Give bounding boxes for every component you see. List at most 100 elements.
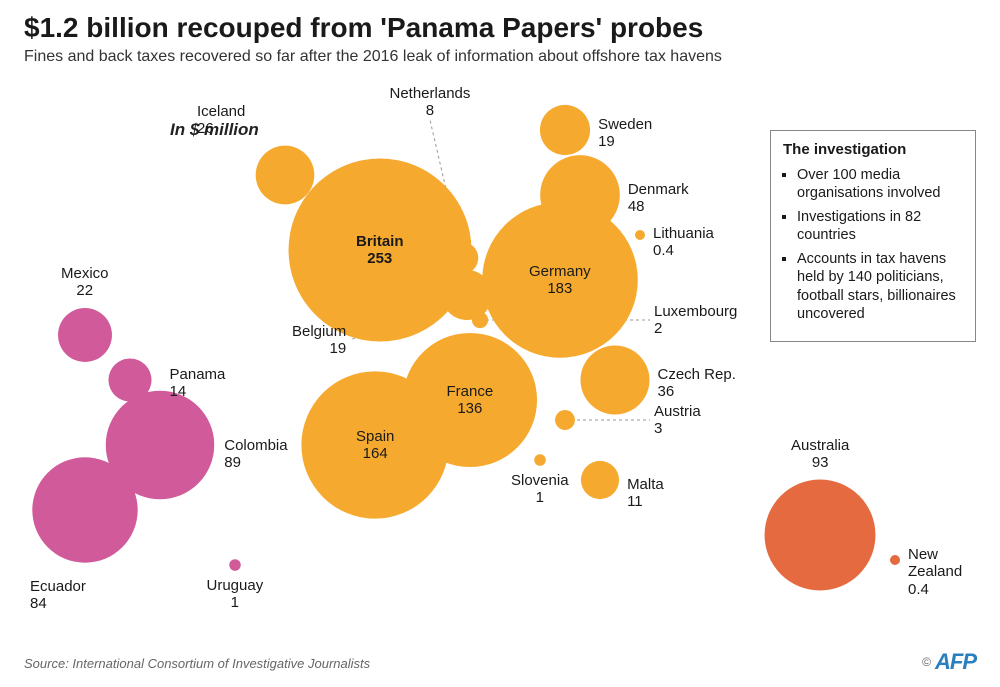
bubble-newzealand [890, 555, 900, 565]
bubble-panama [108, 358, 151, 401]
investigation-list: Over 100 media organisations involved Inv… [783, 166, 963, 323]
bubble-value: 183 [529, 280, 591, 297]
bubble-name: Australia [791, 437, 849, 454]
bubble-name: Colombia [224, 437, 287, 454]
bubble-label-panama: Panama14 [170, 366, 226, 401]
bubble-name: Austria [654, 403, 701, 420]
bubble-iceland [256, 146, 315, 205]
bubble-name: Malta [627, 476, 664, 493]
page-subtitle: Fines and back taxes recovered so far af… [24, 48, 722, 66]
leader-line [350, 295, 467, 340]
bubble-name: Spain [356, 428, 394, 445]
infographic-root: $1.2 billion recouped from 'Panama Paper… [0, 0, 1000, 687]
bubble-value: 8 [390, 102, 471, 119]
bubble-name: Ecuador [30, 578, 86, 595]
bubble-value: 14 [170, 383, 226, 400]
bubble-name: Netherlands [390, 85, 471, 102]
bubble-sweden [540, 105, 590, 155]
leader-line [430, 120, 462, 258]
bubble-value: 19 [598, 133, 652, 150]
bubble-ecuador [32, 457, 137, 562]
bubble-label-france: France136 [447, 383, 494, 418]
bubble-label-spain: Spain164 [356, 428, 394, 463]
bubble-label-ecuador: Ecuador84 [30, 578, 86, 613]
bubble-value: 22 [61, 282, 109, 299]
bubble-label-austria: Austria3 [654, 403, 701, 438]
bubble-value: 48 [628, 198, 689, 215]
bubble-label-germany: Germany183 [529, 263, 591, 298]
bubble-value: 253 [356, 250, 404, 267]
bubble-label-denmark: Denmark48 [628, 181, 689, 216]
bubble-netherlands [446, 242, 479, 275]
afp-badge: © AFP [922, 649, 976, 675]
bubble-value: 89 [224, 454, 287, 471]
bubble-name: Britain [356, 233, 404, 250]
bubble-value: 164 [356, 445, 394, 462]
bubble-label-colombia: Colombia89 [224, 437, 287, 472]
bubble-label-mexico: Mexico22 [61, 265, 109, 300]
bubble-name: NewZealand [908, 546, 962, 581]
bubble-label-iceland: Iceland26 [197, 103, 245, 138]
bubble-label-britain: Britain253 [356, 233, 404, 268]
bubble-label-belgium: Belgium19 [292, 323, 346, 358]
bubble-label-australia: Australia93 [791, 437, 849, 472]
bubble-name: Czech Rep. [658, 366, 736, 383]
bubble-name: Luxembourg [654, 303, 737, 320]
bubble-name: France [447, 383, 494, 400]
bubble-name: Belgium [292, 323, 346, 340]
bubble-label-sweden: Sweden19 [598, 116, 652, 151]
investigation-box: The investigation Over 100 media organis… [770, 130, 976, 342]
bubble-value: 1 [207, 594, 264, 611]
bubble-value: 2 [654, 320, 737, 337]
bubble-czech [581, 346, 650, 415]
bubble-name: Panama [170, 366, 226, 383]
bubble-value: 84 [30, 595, 86, 612]
investigation-box-title: The investigation [783, 141, 963, 160]
bubble-label-netherlands: Netherlands8 [390, 85, 471, 120]
bubble-value: 0.4 [908, 581, 962, 598]
bubble-name: Uruguay [207, 577, 264, 594]
bubble-austria [555, 410, 575, 430]
page-title: $1.2 billion recouped from 'Panama Paper… [24, 12, 703, 44]
bubble-name: Germany [529, 263, 591, 280]
bubble-value: 1 [511, 489, 569, 506]
bubble-value: 93 [791, 454, 849, 471]
bubble-label-lithuania: Lithuania0.4 [653, 225, 714, 260]
bubble-label-uruguay: Uruguay1 [207, 577, 264, 612]
bubble-name: Denmark [628, 181, 689, 198]
afp-logo: AFP [935, 649, 976, 675]
source-attribution: Source: International Consortium of Inve… [24, 656, 370, 671]
bubble-value: 0.4 [653, 242, 714, 259]
bubble-name: Mexico [61, 265, 109, 282]
bubble-value: 36 [658, 383, 736, 400]
bubble-label-czech: Czech Rep.36 [658, 366, 736, 401]
bubble-uruguay [229, 559, 241, 571]
bubble-value: 3 [654, 420, 701, 437]
bubble-slovenia [534, 454, 546, 466]
bubble-australia [765, 480, 876, 591]
bubble-label-malta: Malta11 [627, 476, 664, 511]
bubble-mexico [58, 308, 112, 362]
copyright-icon: © [922, 655, 931, 669]
bubble-value: 11 [627, 493, 664, 510]
bubble-label-slovenia: Slovenia1 [511, 472, 569, 507]
bubble-name: Slovenia [511, 472, 569, 489]
investigation-item: Over 100 media organisations involved [797, 166, 963, 202]
bubble-denmark [540, 155, 620, 235]
bubble-colombia [106, 391, 214, 499]
bubble-value: 19 [292, 340, 346, 357]
investigation-item: Accounts in tax havens held by 140 polit… [797, 250, 963, 323]
bubble-name: Lithuania [653, 225, 714, 242]
bubble-lithuania [635, 230, 645, 240]
bubble-name: Iceland [197, 103, 245, 120]
bubble-malta [581, 461, 619, 499]
bubble-luxembourg [472, 312, 488, 328]
bubble-belgium [442, 270, 492, 320]
bubble-chart [0, 0, 1000, 687]
bubble-value: 26 [197, 120, 245, 137]
bubble-name: Sweden [598, 116, 652, 133]
bubble-label-newzealand: NewZealand0.4 [908, 546, 962, 598]
investigation-item: Investigations in 82 countries [797, 208, 963, 244]
bubble-value: 136 [447, 400, 494, 417]
bubble-label-luxembourg: Luxembourg2 [654, 303, 737, 338]
